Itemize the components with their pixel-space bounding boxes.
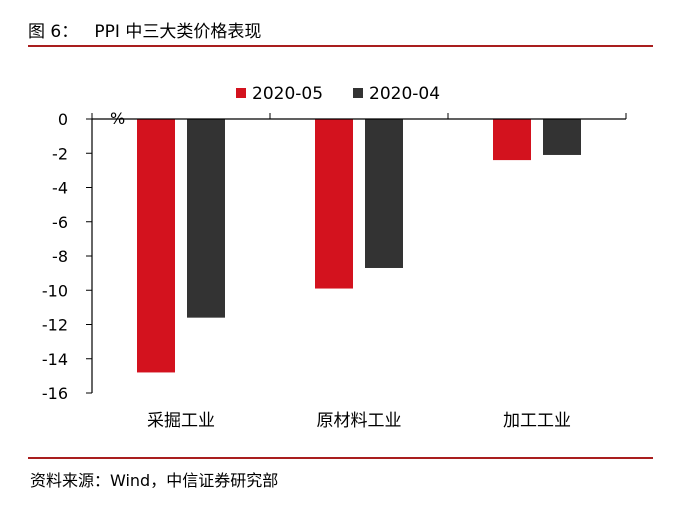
bar-2020-05 [315,119,353,289]
y-tick-label: -8 [52,247,68,266]
y-tick-label: -10 [42,281,68,300]
y-tick-label: -2 [52,144,68,163]
bar-2020-04 [543,119,581,155]
bar-2020-05 [137,119,175,373]
x-category-label: 采掘工业 [147,411,215,431]
legend-label-2020-05: 2020-05 [252,84,323,104]
y-tick-label: -4 [52,179,68,198]
title-divider [28,45,653,47]
chart-legend: 2020-05 2020-04 [236,84,440,104]
x-category-label: 原材料工业 [317,411,402,431]
source-divider [28,457,653,459]
source-note: 资料来源：Wind，中信证券研究部 [30,471,279,490]
bar-2020-04 [187,119,225,318]
bar-2020-05 [493,119,531,161]
y-tick-label: -14 [42,350,68,369]
legend-label-2020-04: 2020-04 [369,84,440,104]
y-tick-label: 0 [58,110,68,129]
y-tick-label: -6 [52,213,68,232]
legend-swatch-2020-05 [236,88,246,98]
bars [137,119,581,373]
legend-swatch-2020-04 [353,88,363,98]
x-category-label: 加工工业 [503,411,571,431]
bar-2020-04 [365,119,403,268]
y-tick-label: -16 [42,384,68,403]
y-tick-label: -12 [42,316,68,335]
figure-title: 图 6： PPI 中三大类价格表现 [28,22,262,42]
y-axis: 0 -2 -4 -6 -8 -10 -12 -14 -16 [42,110,93,403]
x-axis: 采掘工业 原材料工业 加工工业 [91,113,627,431]
